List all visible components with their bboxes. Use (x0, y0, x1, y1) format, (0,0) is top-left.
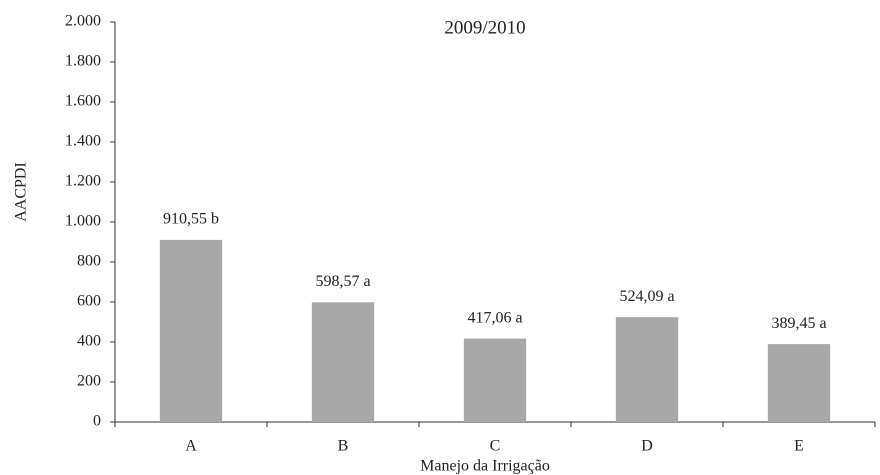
bar (159, 239, 223, 422)
x-tick-label: D (641, 438, 653, 455)
y-tick-label: 200 (77, 373, 101, 390)
y-tick-label: 1.000 (65, 213, 101, 230)
data-label: 910,55 b (163, 211, 219, 228)
data-label: 417,06 a (467, 309, 522, 326)
data-label: 524,09 a (619, 288, 674, 305)
y-tick-label: 1.400 (65, 133, 101, 150)
bar (311, 302, 375, 422)
chart-title: 2009/2010 (444, 17, 525, 38)
y-tick-label: 1.600 (65, 93, 101, 110)
x-axis-label: Manejo da Irrigação (420, 458, 550, 475)
y-tick-label: 600 (77, 293, 101, 310)
y-tick-label: 1.800 (65, 53, 101, 70)
y-tick-label: 1.200 (65, 173, 101, 190)
y-tick-label: 400 (77, 333, 101, 350)
bar (615, 317, 679, 422)
y-tick-label: 800 (77, 253, 101, 270)
data-label: 389,45 a (771, 315, 826, 332)
bar (463, 338, 527, 422)
y-axis-label: AACPDI (13, 162, 30, 222)
y-tick-label: 0 (93, 413, 101, 430)
data-label: 598,57 a (315, 273, 370, 290)
y-tick-label: 2.000 (65, 13, 101, 30)
x-tick-label: A (185, 438, 197, 455)
x-tick-label: B (338, 438, 349, 455)
x-tick-label: C (490, 438, 501, 455)
x-tick-label: E (794, 438, 804, 455)
bar (767, 344, 831, 422)
